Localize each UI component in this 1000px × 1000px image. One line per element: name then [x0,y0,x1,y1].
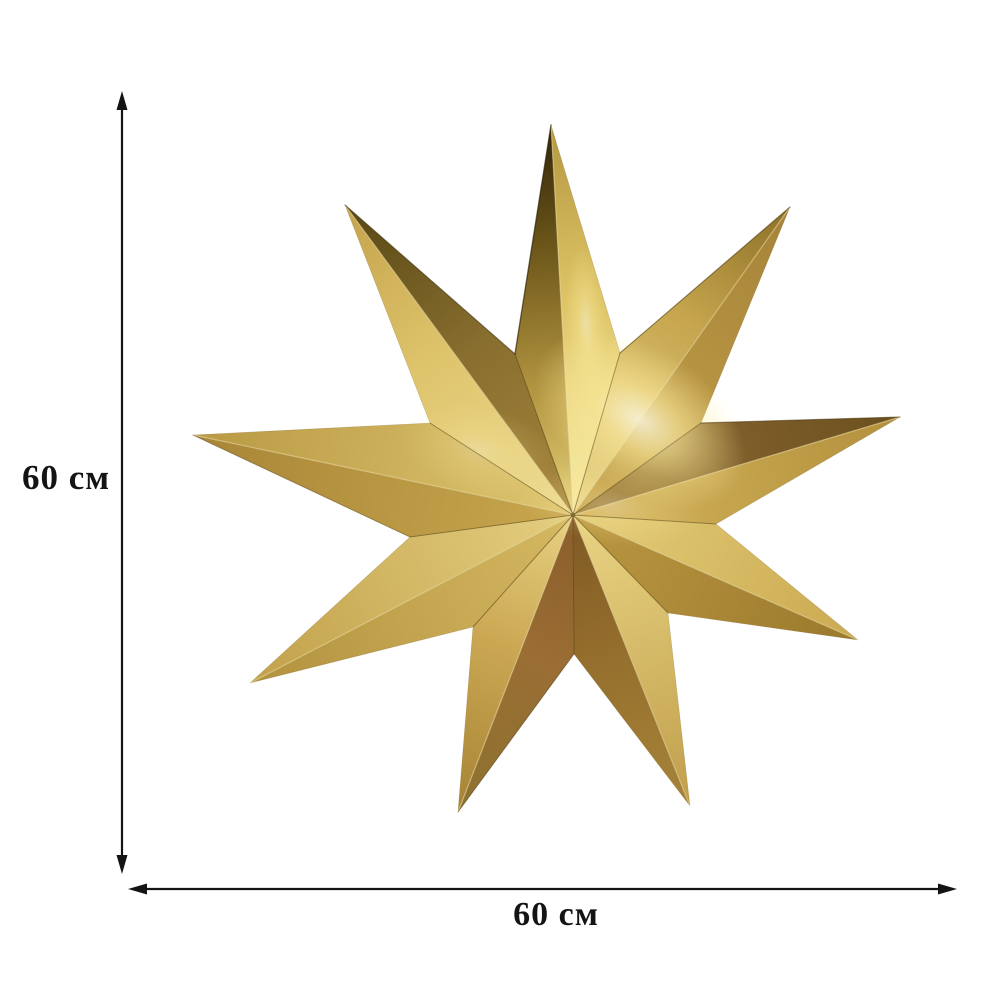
up-arrowhead-icon [116,91,128,110]
width-dimension-label: 60 см [513,896,599,933]
left-arrowhead-icon [128,883,147,895]
down-arrowhead-icon [116,855,128,874]
height-dimension-label: 60 см [21,458,111,497]
star-foil-texture [193,125,900,812]
horizontal-dimension-arrow [128,883,957,895]
right-arrowhead-icon [938,883,957,895]
vertical-dimension-arrow [116,91,128,874]
